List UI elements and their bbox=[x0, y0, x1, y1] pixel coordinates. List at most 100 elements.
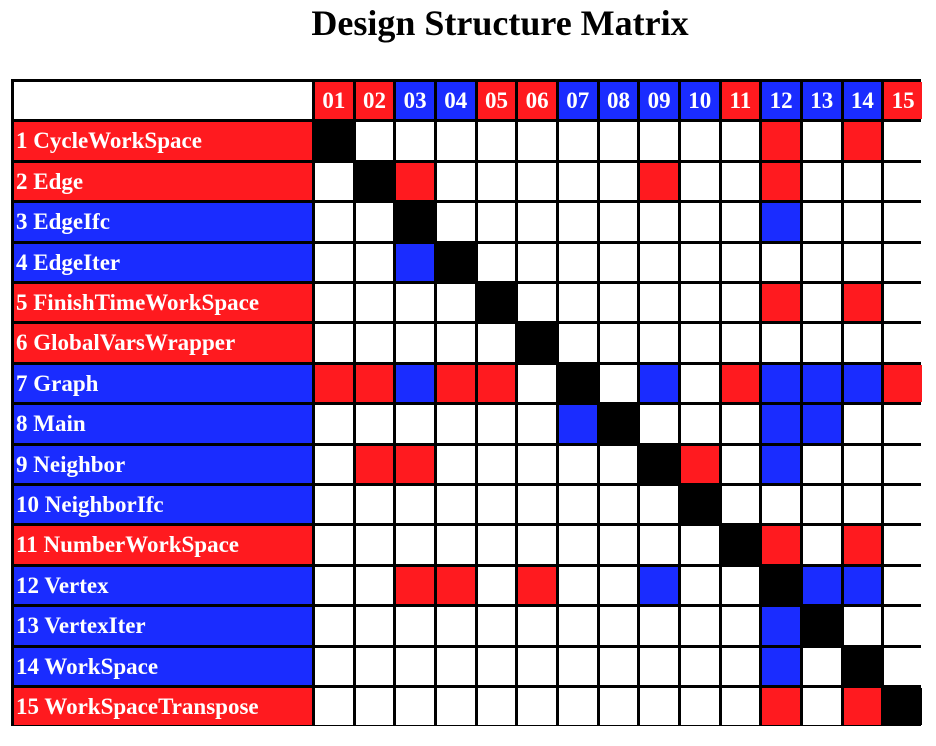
matrix-cell bbox=[802, 203, 841, 241]
matrix-cell bbox=[477, 445, 516, 483]
column-header-06: 06 bbox=[518, 82, 556, 120]
matrix-cell bbox=[680, 364, 719, 403]
matrix-cell bbox=[802, 122, 841, 160]
matrix-cell bbox=[315, 486, 353, 524]
row-label-9: 9 Neighbor bbox=[14, 445, 312, 483]
matrix-cell bbox=[640, 688, 678, 726]
dependency-cell bbox=[436, 364, 475, 403]
matrix-cell bbox=[518, 284, 556, 322]
matrix-cell bbox=[518, 203, 556, 241]
page-title: Design Structure Matrix bbox=[311, 3, 689, 43]
matrix-cell bbox=[558, 243, 597, 281]
row-label-11: 11 NumberWorkSpace bbox=[14, 526, 312, 564]
matrix-cell bbox=[436, 526, 475, 564]
matrix-cell bbox=[680, 324, 719, 362]
column-header-13: 13 bbox=[802, 82, 841, 120]
matrix-cell bbox=[843, 405, 882, 443]
dependency-cell bbox=[315, 364, 353, 403]
matrix-cell bbox=[315, 405, 353, 443]
column-header-15: 15 bbox=[884, 82, 922, 120]
matrix-cell bbox=[884, 243, 922, 281]
matrix-cell bbox=[355, 566, 394, 605]
column-header-07: 07 bbox=[558, 82, 597, 120]
matrix-cell bbox=[436, 162, 475, 201]
matrix-cell bbox=[640, 324, 678, 362]
row-label-10: 10 NeighborIfc bbox=[14, 486, 312, 524]
matrix-cell bbox=[355, 243, 394, 281]
dependency-cell bbox=[396, 243, 434, 281]
column-header-05: 05 bbox=[477, 82, 516, 120]
matrix-cell bbox=[802, 445, 841, 483]
matrix-cell bbox=[680, 243, 719, 281]
matrix-cell bbox=[355, 324, 394, 362]
matrix-cell bbox=[599, 526, 638, 564]
diagonal-cell bbox=[518, 324, 556, 362]
matrix-cell bbox=[518, 122, 556, 160]
dependency-cell bbox=[843, 526, 882, 564]
matrix-cell bbox=[721, 405, 760, 443]
matrix-cell bbox=[802, 284, 841, 322]
dependency-cell bbox=[721, 364, 760, 403]
dependency-cell bbox=[762, 203, 800, 241]
matrix-cell bbox=[599, 243, 638, 281]
dependency-cell bbox=[843, 566, 882, 605]
matrix-cell bbox=[721, 284, 760, 322]
matrix-cell bbox=[599, 445, 638, 483]
column-header-04: 04 bbox=[436, 82, 475, 120]
diagonal-cell bbox=[599, 405, 638, 443]
matrix-cell bbox=[315, 445, 353, 483]
matrix-cell bbox=[884, 324, 922, 362]
matrix-cell bbox=[762, 324, 800, 362]
matrix-cell bbox=[396, 284, 434, 322]
matrix-cell bbox=[721, 688, 760, 726]
matrix-cell bbox=[558, 203, 597, 241]
matrix-cell bbox=[355, 284, 394, 322]
row-label-3: 3 EdgeIfc bbox=[14, 203, 312, 241]
matrix-cell bbox=[843, 162, 882, 201]
matrix-cell bbox=[721, 203, 760, 241]
matrix-cell bbox=[884, 607, 922, 645]
matrix-cell bbox=[518, 162, 556, 201]
matrix-cell bbox=[884, 526, 922, 564]
matrix-cell bbox=[436, 284, 475, 322]
matrix-cell bbox=[518, 364, 556, 403]
matrix-cell bbox=[558, 526, 597, 564]
matrix-cell bbox=[884, 486, 922, 524]
matrix-cell bbox=[680, 688, 719, 726]
matrix-cell bbox=[355, 203, 394, 241]
matrix-cell bbox=[802, 486, 841, 524]
corner-cell bbox=[14, 82, 312, 120]
matrix-cell bbox=[558, 566, 597, 605]
matrix-cell bbox=[680, 284, 719, 322]
row-label-15: 15 WorkSpaceTranspose bbox=[14, 688, 312, 726]
matrix-cell bbox=[477, 243, 516, 281]
matrix-cell bbox=[721, 445, 760, 483]
dependency-cell bbox=[640, 364, 678, 403]
matrix-cell bbox=[843, 486, 882, 524]
matrix-cell bbox=[599, 122, 638, 160]
matrix-cell bbox=[680, 526, 719, 564]
matrix-cell bbox=[315, 566, 353, 605]
dependency-cell bbox=[477, 364, 516, 403]
row-label-1: 1 CycleWorkSpace bbox=[14, 122, 312, 160]
dependency-cell bbox=[843, 284, 882, 322]
matrix-cell bbox=[396, 324, 434, 362]
matrix-cell bbox=[558, 486, 597, 524]
matrix-cell bbox=[640, 405, 678, 443]
dependency-cell bbox=[762, 162, 800, 201]
matrix-cell bbox=[436, 647, 475, 685]
matrix-cell bbox=[599, 284, 638, 322]
dependency-cell bbox=[518, 566, 556, 605]
matrix-cell bbox=[436, 324, 475, 362]
matrix-cell bbox=[518, 607, 556, 645]
dependency-cell bbox=[762, 445, 800, 483]
matrix-cell bbox=[436, 486, 475, 524]
matrix-cell bbox=[721, 243, 760, 281]
matrix-cell bbox=[680, 647, 719, 685]
matrix-cell bbox=[477, 526, 516, 564]
matrix-cell bbox=[640, 243, 678, 281]
row-label-6: 6 GlobalVarsWrapper bbox=[14, 324, 312, 362]
dependency-cell bbox=[843, 688, 882, 726]
matrix-cell bbox=[436, 445, 475, 483]
matrix-cell bbox=[315, 688, 353, 726]
